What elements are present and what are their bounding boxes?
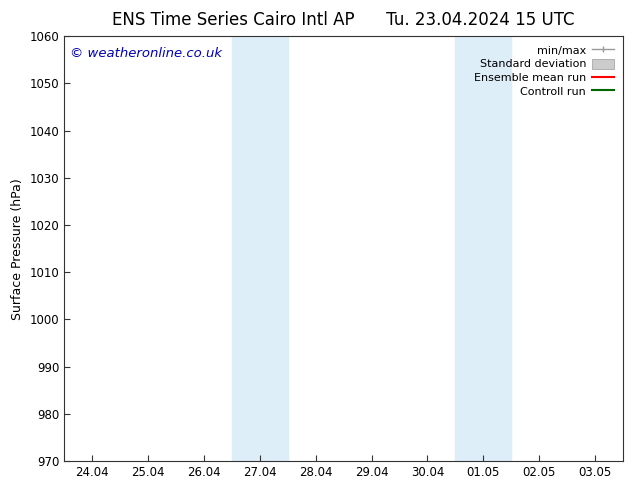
Legend: min/max, Standard deviation, Ensemble mean run, Controll run: min/max, Standard deviation, Ensemble me… <box>470 42 618 100</box>
Bar <box>455 36 511 461</box>
Title: ENS Time Series Cairo Intl AP      Tu. 23.04.2024 15 UTC: ENS Time Series Cairo Intl AP Tu. 23.04.… <box>112 11 575 29</box>
Bar <box>232 36 288 461</box>
Text: © weatheronline.co.uk: © weatheronline.co.uk <box>70 47 222 60</box>
Y-axis label: Surface Pressure (hPa): Surface Pressure (hPa) <box>11 178 24 319</box>
